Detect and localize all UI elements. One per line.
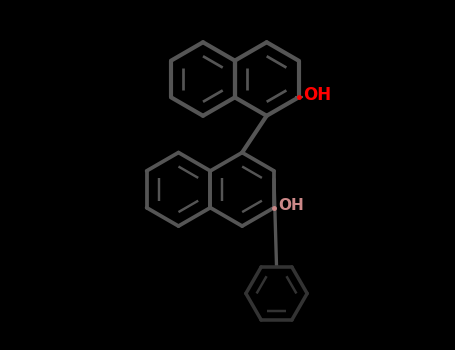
Text: OH: OH [278,198,304,213]
Text: OH: OH [303,86,332,104]
